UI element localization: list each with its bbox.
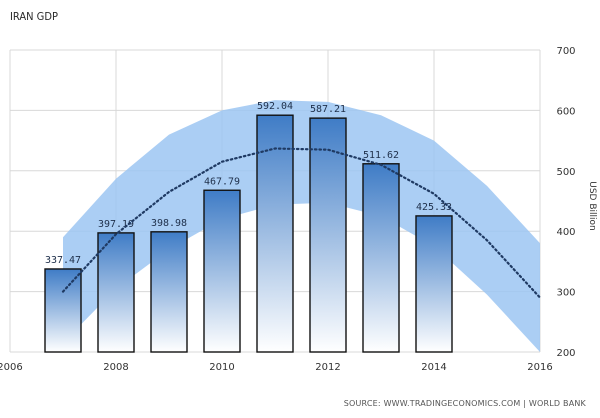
bar-value-label-2013: 511.62 <box>363 150 399 161</box>
chart-title: IRAN GDP <box>10 10 58 23</box>
x-tick-label: 2014 <box>421 362 446 373</box>
bar-2008 <box>97 232 135 353</box>
bar-2012 <box>309 117 347 353</box>
x-tick-label: 2006 <box>0 362 23 373</box>
bar-value-label-2008: 397.19 <box>98 219 134 230</box>
bar-value-label-2009: 398.98 <box>151 218 187 229</box>
x-tick-label: 2008 <box>103 362 128 373</box>
bar-2009 <box>150 231 188 353</box>
y-tick-label: 700 <box>556 46 575 57</box>
bar-2013 <box>362 163 400 353</box>
forecast-band <box>63 100 540 352</box>
x-tick-label: 2016 <box>527 362 552 373</box>
y-tick-label: 600 <box>556 106 575 117</box>
trend-line <box>61 147 542 299</box>
y-tick-label: 200 <box>556 348 575 359</box>
y-tick-label: 300 <box>556 288 575 299</box>
bar-value-label-2011: 592.04 <box>257 101 293 112</box>
x-tick-label: 2012 <box>315 362 340 373</box>
bar-value-label-2007: 337.47 <box>45 255 81 266</box>
chart-source: SOURCE: WWW.TRADINGECONOMICS.COM | WORLD… <box>343 399 586 408</box>
bar-2007 <box>44 268 82 353</box>
bar-value-label-2010: 467.79 <box>204 176 240 187</box>
bar-value-label-2014: 425.33 <box>416 202 452 213</box>
bar-2011 <box>256 114 294 353</box>
bar-value-label-2012: 587.21 <box>310 104 346 115</box>
y-tick-label: 500 <box>556 167 575 178</box>
bar-2014 <box>415 215 453 353</box>
y-tick-label: 400 <box>556 227 575 238</box>
bar-2010 <box>203 189 241 353</box>
y-axis-label: USD Billion <box>587 181 597 230</box>
x-tick-label: 2010 <box>209 362 234 373</box>
